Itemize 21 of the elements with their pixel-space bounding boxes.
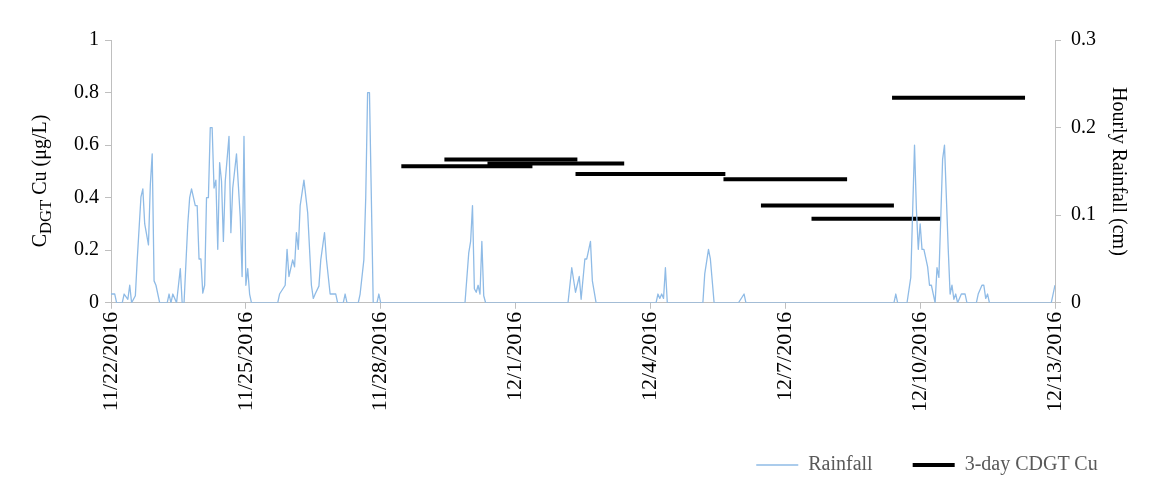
y2-tick-label: 0.2 <box>1071 114 1096 137</box>
y2-tick-label: 0 <box>1071 290 1081 313</box>
y-tick-label: 0.8 <box>74 79 99 102</box>
x-tick-label: 11/25/2016 <box>231 311 257 412</box>
x-tick-label: 12/4/2016 <box>636 311 662 402</box>
y-tick-label: 0.6 <box>74 132 99 155</box>
y2-tick-label: 0.1 <box>1071 202 1096 225</box>
x-tick-label: 12/13/2016 <box>1040 311 1066 413</box>
x-tick-label: 12/10/2016 <box>905 311 931 413</box>
legend-label: 3-day CDGT Cu <box>964 452 1098 476</box>
legend-label: Rainfall <box>808 452 874 475</box>
x-tick-label: 12/1/2016 <box>501 311 527 402</box>
y2-tick-label: 0.3 <box>1071 27 1096 50</box>
y-tick-label: 1 <box>89 27 99 50</box>
y2-axis-title: Hourly Rainfall (cm) <box>1107 86 1131 256</box>
x-tick-label: 11/22/2016 <box>96 311 122 412</box>
y-tick-label: 0.2 <box>74 237 99 260</box>
x-tick-label: 12/7/2016 <box>771 311 797 402</box>
y-tick-label: 0 <box>89 290 99 313</box>
y-tick-label: 0.4 <box>74 184 99 207</box>
x-tick-label: 11/28/2016 <box>366 311 392 412</box>
